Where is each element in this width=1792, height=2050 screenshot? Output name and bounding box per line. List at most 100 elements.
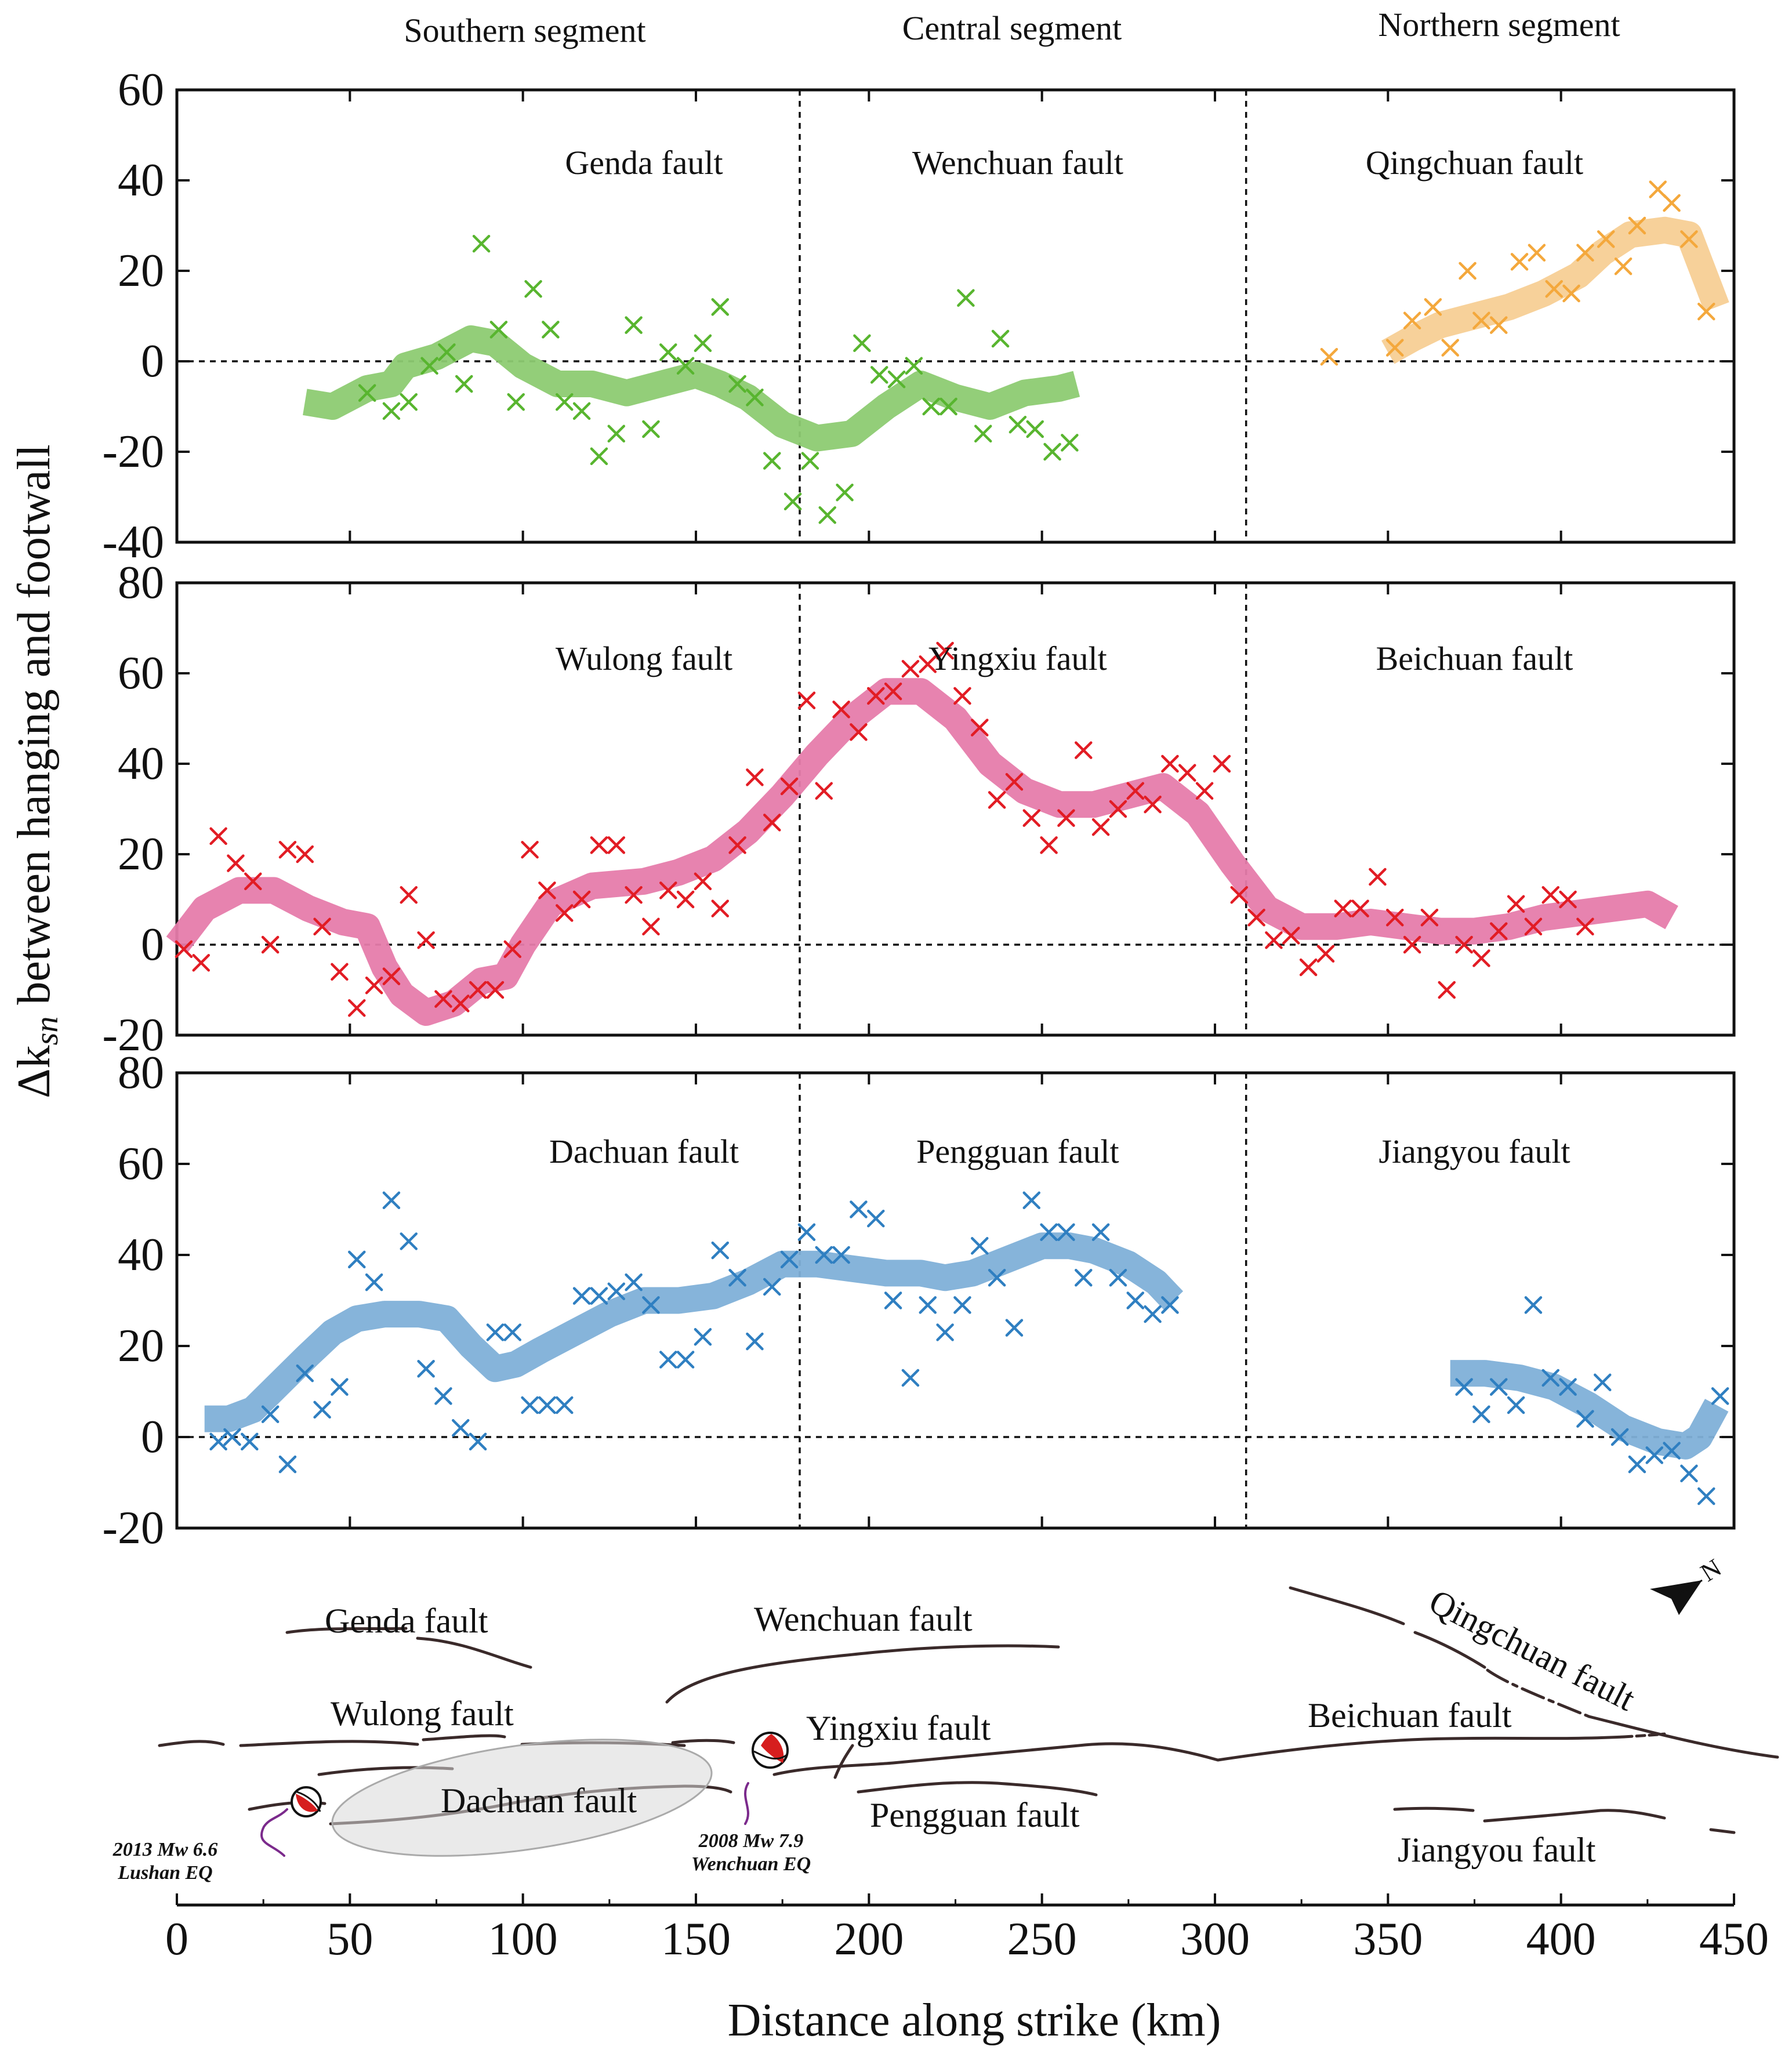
fault-label: Pengguan fault	[916, 1133, 1119, 1170]
y-tick-label: 20	[118, 829, 164, 880]
data-point	[1126, 1291, 1145, 1309]
y-tick-label: -20	[102, 426, 164, 477]
data-point	[642, 1296, 660, 1314]
data-point	[1144, 795, 1162, 814]
data-point	[1424, 298, 1442, 316]
data-point	[746, 389, 764, 407]
data-point	[542, 321, 560, 339]
data-point	[797, 691, 816, 710]
data-point	[486, 981, 505, 999]
data-point	[1562, 284, 1580, 303]
data-point	[1490, 1378, 1508, 1396]
data-point	[1438, 981, 1456, 999]
data-point	[434, 990, 452, 1008]
data-point	[1649, 180, 1667, 198]
data-point	[853, 334, 871, 353]
data-point	[1614, 257, 1633, 275]
data-point	[905, 357, 923, 375]
data-point	[278, 1455, 297, 1474]
data-point	[572, 1287, 591, 1305]
data-point	[936, 641, 954, 660]
fault-label: Beichuan fault	[1376, 640, 1573, 677]
data-point	[1009, 415, 1027, 434]
y-tick-label: 20	[118, 1320, 164, 1371]
data-point	[1144, 1305, 1162, 1323]
map-label-wenchuan: Wenchuan fault	[754, 1600, 973, 1638]
data-point	[1265, 931, 1283, 949]
data-point	[1282, 927, 1300, 945]
data-point	[1680, 230, 1698, 248]
data-point	[1247, 908, 1265, 927]
map-trace-yingxiu-branch	[833, 1744, 854, 1779]
segment-label-southern: Southern segment	[404, 12, 645, 49]
data-point	[1524, 1296, 1543, 1314]
panel-top: 60 40 20 0 -20 -40 Genda fault Wenchuan fault Qi…	[102, 64, 1736, 568]
data-point	[901, 659, 920, 678]
data-point	[507, 393, 525, 411]
y-tick-label: 0	[141, 919, 164, 970]
y-tick-label: -40	[102, 517, 164, 568]
fault-label: Wenchuan fault	[912, 144, 1123, 182]
data-point	[763, 814, 781, 832]
y-tick-label: 0	[141, 336, 164, 387]
data-point	[1040, 1223, 1058, 1241]
data-point	[175, 940, 193, 959]
data-point	[870, 366, 888, 384]
data-point	[1091, 818, 1110, 836]
data-point	[1524, 917, 1543, 936]
data-point	[469, 1432, 487, 1451]
data-point	[1559, 890, 1577, 909]
data-point	[1545, 280, 1563, 298]
data-point	[1628, 216, 1646, 235]
map-trace-qingchuan-3	[1587, 1715, 1779, 1759]
panel-frame	[175, 88, 1736, 544]
map-label-wulong: Wulong fault	[331, 1695, 514, 1733]
data-point	[1459, 262, 1477, 280]
data-point	[1043, 442, 1061, 461]
data-point	[939, 397, 957, 416]
map-label-genda: Genda fault	[325, 1602, 488, 1640]
data-point	[1455, 935, 1473, 954]
data-point	[884, 1291, 902, 1309]
data-point	[625, 886, 643, 904]
trend-band	[303, 325, 1080, 452]
data-point	[365, 1273, 383, 1291]
x-tick-label: 50	[327, 1914, 373, 1965]
data-point	[313, 917, 331, 936]
data-point	[711, 298, 730, 316]
panel-bottom: 80 60 40 20 0 -20 Dachuan fault Pengguan fault J…	[102, 1047, 1736, 1554]
y-tick-label: 40	[118, 155, 164, 206]
fault-label: Jiangyou fault	[1379, 1133, 1570, 1170]
data-point	[365, 976, 383, 995]
map-trace-yingxiu	[772, 1735, 1626, 1776]
data-point	[348, 1250, 366, 1269]
eq-label-wenchuan-line2: Wenchuan EQ	[691, 1853, 811, 1875]
data-point	[296, 1364, 314, 1383]
data-point	[1230, 886, 1249, 904]
map-label-beichuan: Beichuan fault	[1308, 1696, 1512, 1735]
data-point	[988, 791, 1006, 809]
y-tick-label: 40	[118, 1229, 164, 1280]
data-point	[1663, 194, 1681, 212]
data-point	[209, 1432, 227, 1451]
data-point	[572, 402, 591, 420]
data-point	[524, 280, 542, 298]
data-point	[1213, 754, 1231, 773]
data-point	[1195, 782, 1214, 800]
data-point	[1403, 935, 1421, 954]
data-point	[296, 845, 314, 863]
data-point	[1075, 1269, 1093, 1287]
data-point	[1091, 1223, 1110, 1241]
data-point	[1541, 886, 1560, 904]
data-point	[227, 854, 245, 872]
data-point	[1528, 244, 1546, 262]
map-label-yingxiu: Yingxiu fault	[806, 1709, 991, 1747]
data-point	[694, 872, 712, 891]
data-point	[209, 827, 227, 846]
data-point	[625, 316, 643, 334]
data-point	[1507, 895, 1525, 913]
data-point	[434, 1387, 452, 1405]
data-point	[1510, 253, 1529, 271]
data-point	[417, 931, 435, 949]
